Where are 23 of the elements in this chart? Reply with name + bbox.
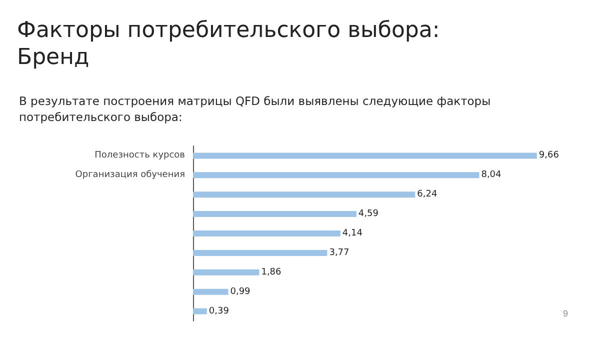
bar xyxy=(193,172,480,178)
bar xyxy=(193,211,356,218)
bar xyxy=(193,250,328,256)
bar xyxy=(193,152,537,159)
chart-subtitle: В результате построения матрицы QFD были выявлены следующие факторы потребительского выбора: xyxy=(19,94,491,124)
chart-title: Факторы потребительского выбора: Бренд xyxy=(17,18,440,70)
data-label: 8,04 xyxy=(481,170,502,180)
data-label: 0,99 xyxy=(230,286,251,297)
data-label: 0,39 xyxy=(208,306,230,316)
bar xyxy=(193,192,416,198)
data-label: 4,14 xyxy=(342,228,363,238)
text: 9 xyxy=(562,308,568,318)
bar xyxy=(193,230,340,236)
y-tick-label: Организация обучения xyxy=(75,170,185,180)
bar xyxy=(193,288,228,295)
y-tick-label: Полезность курсов xyxy=(94,150,185,161)
data-label: 6,24 xyxy=(417,190,438,200)
bar xyxy=(193,308,207,314)
data-label: 3,77 xyxy=(329,248,350,258)
data-label: 1,86 xyxy=(261,267,282,278)
data-label: 9,66 xyxy=(538,150,560,161)
bar xyxy=(193,269,260,276)
data-label: 4,59 xyxy=(358,209,379,220)
